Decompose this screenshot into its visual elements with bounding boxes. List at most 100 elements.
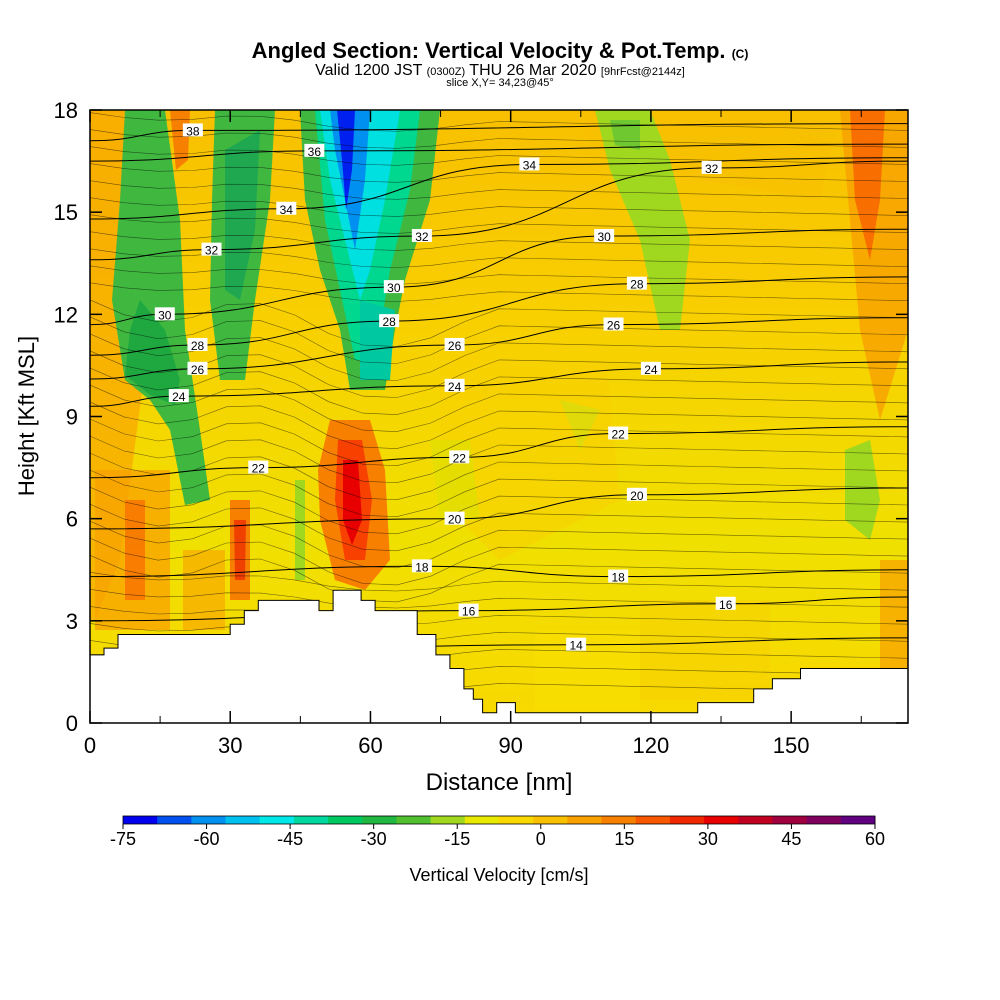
contour-label-text: 30 [158,308,172,322]
x-axis-label: Distance [nm] [426,769,573,796]
contour-label-bg [566,637,587,651]
contour-label-text: 16 [462,605,476,619]
contour-label-text: 22 [453,451,467,465]
theta-contour-minor [90,197,908,217]
theta-contour-minor [90,606,908,626]
y-tick-label: 15 [54,200,78,225]
contour-label-bg [458,603,479,617]
contour-label-bg [603,317,624,331]
contour-label-text: 34 [523,158,537,172]
contour-label: 22 [248,460,269,476]
contour-label: 22 [449,450,470,465]
contour-label: 32 [411,229,432,244]
valid-post: THU 26 Mar 2020 [469,62,597,79]
colorbar-swatch [328,816,363,824]
velocity-field [90,110,908,723]
contour-label-text: 26 [607,319,621,333]
contour-label-bg [383,280,404,294]
contour-label: 18 [608,569,629,585]
colorbar-tick-label: 15 [614,829,634,849]
theta-contour-minor [90,248,908,268]
slice-info: slice X,Y= 34,23@45° [446,77,554,89]
contour-label: 28 [626,276,647,292]
contour-label-bg [154,307,175,321]
contour-label: 28 [379,314,400,329]
contour-label-text: 32 [205,244,219,258]
valid-line: Valid 1200 JST (0300Z) THU 26 Mar 2020 [… [0,62,1000,80]
contour-label: 38 [182,123,203,138]
contour-label-bg [626,276,647,290]
contour-label-bg [379,314,400,328]
theta-contour-minor [90,316,908,364]
contour-label-text: 32 [415,230,429,244]
theta-contour-line [90,565,908,578]
contour-label: 22 [608,426,629,442]
theta-contour-minor [90,486,908,535]
valid-pre: Valid 1200 JST [315,62,423,79]
contour-label-text: 34 [280,203,294,217]
contour-label: 26 [187,361,208,377]
terrain-mask [89,589,909,724]
colorbar-tick-label: 30 [698,829,718,849]
contour-label-text: 28 [191,339,205,353]
theta-contour-minor [90,537,908,586]
contour-label-bg [715,596,736,610]
theta-contour-minor [90,299,908,347]
colorbar-label: Vertical Velocity [cm/s] [409,865,588,885]
y-tick-label: 3 [66,609,78,634]
contour-label: 30 [154,307,175,322]
contour-label-text: 30 [597,230,611,244]
contour-label-bg [187,361,208,375]
contour-label: 24 [640,361,661,377]
theta-contour-line [90,123,908,142]
colorbar-swatch [259,816,295,824]
colorbar-swatch [704,816,739,824]
theta-contours [90,112,908,694]
colorbar-swatch [840,816,876,824]
colorbar-swatch [430,816,466,824]
colorbar-tick-label: -75 [110,829,136,849]
contour-label-text: 28 [382,315,396,329]
y-tick-label: 0 [66,711,78,736]
theta-contour-minor [90,401,908,449]
contour-label-bg [519,157,540,171]
contour-label-text: 32 [705,162,719,176]
contour-label-bg [594,229,615,243]
contour-label: 18 [411,559,432,574]
contour-label-bg [411,559,432,573]
theta-contour-minor [90,163,908,183]
contour-label-bg [444,511,465,525]
contour-label-text: 24 [172,390,186,404]
contour-label-text: 22 [252,462,266,476]
colorbar-swatch [191,816,227,824]
theta-contour-minor [90,520,908,569]
theta-contour-minor [90,350,908,398]
x-tick-label: 90 [498,733,522,758]
y-tick-label: 9 [66,405,78,430]
contour-label-bg [444,378,465,392]
colorbar-swatch [772,816,808,824]
contour-label-text: 20 [630,489,644,503]
contour-label-text: 36 [308,145,322,159]
contour-label-text: 30 [387,281,401,295]
colorbar-swatch [669,816,705,824]
y-tick-label: 6 [66,507,78,532]
contour-label: 36 [304,143,325,159]
theta-contour-minor [90,367,908,415]
contour-label-text: 24 [448,380,462,394]
contour-label-bg [640,361,661,375]
colorbar-swatch [225,816,261,824]
contour-label-bg [187,337,208,351]
theta-contour-line [90,143,908,162]
theta-contour-minor [90,435,908,484]
valid-utc: (0300Z) [426,66,466,78]
theta-contour-minor [90,333,908,381]
contour-label: 32 [201,242,222,258]
contour-label-bg [626,487,647,501]
contour-label: 20 [626,487,647,503]
colorbar-swatch [806,816,842,824]
theta-contour-minor [90,555,908,603]
contour-label-text: 28 [630,278,644,292]
colorbar-swatch [738,816,773,824]
